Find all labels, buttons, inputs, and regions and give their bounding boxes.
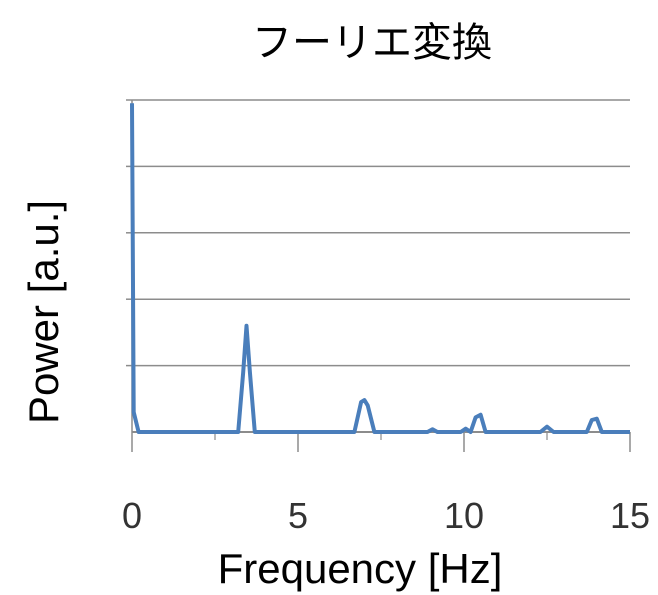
x-axis-label: Frequency [Hz] bbox=[218, 545, 503, 592]
x-tick-label: 10 bbox=[444, 495, 484, 536]
gridlines bbox=[132, 99, 630, 367]
x-tick-label: 5 bbox=[288, 495, 308, 536]
x-tick-label: 0 bbox=[122, 495, 142, 536]
axes bbox=[126, 99, 630, 433]
chart-title: フーリエ変換 bbox=[252, 20, 492, 66]
x-tick-label: 15 bbox=[610, 495, 650, 536]
x-ticks: 0 5 10 15 bbox=[122, 432, 650, 536]
series-line bbox=[130, 103, 630, 434]
y-axis-label: Power [a.u.] bbox=[20, 200, 67, 424]
